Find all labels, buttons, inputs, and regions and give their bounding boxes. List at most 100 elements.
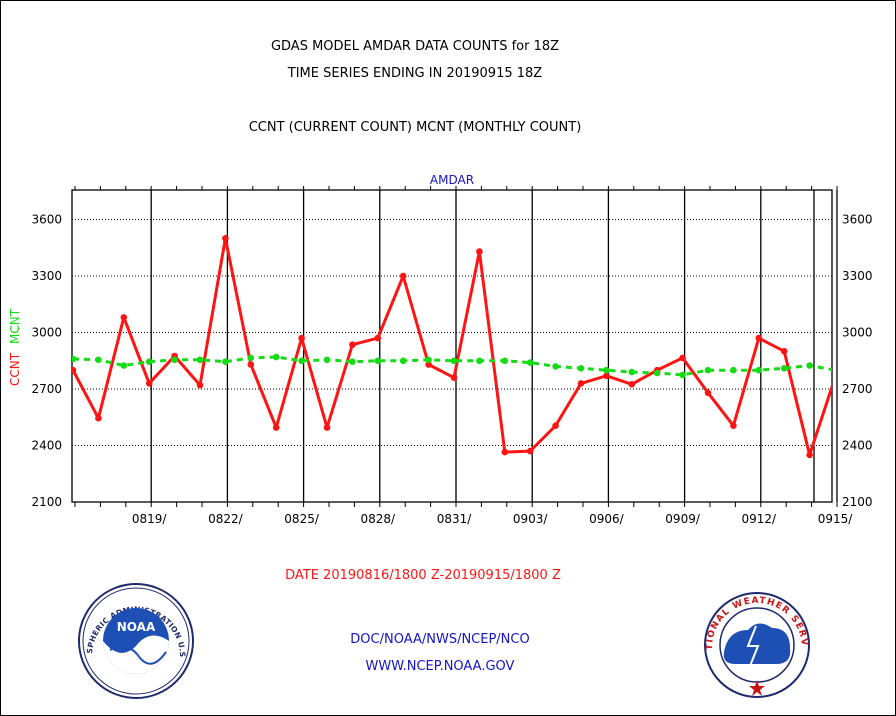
plot-title-amdar: AMDAR — [430, 173, 474, 187]
data-point-ccnt — [628, 381, 636, 388]
data-point-ccnt — [806, 451, 813, 459]
data-point-ccnt — [577, 380, 585, 387]
x-tick-label: 0915/ — [818, 512, 854, 526]
data-point-mcnt — [349, 358, 356, 366]
data-point-ccnt — [552, 422, 559, 430]
data-point-mcnt — [552, 363, 559, 370]
noaa-seal-logo: NATIONAL OCEANIC AND ATMOSPHERIC ADMINIS… — [0, 0, 194, 699]
data-point-mcnt — [196, 356, 204, 364]
data-point-ccnt — [95, 414, 102, 422]
y-axis-label-ccnt: CCNT — [8, 352, 22, 386]
data-point-ccnt — [120, 314, 128, 321]
y-tick-label-left: 3000 — [31, 326, 62, 340]
y-tick-label-right: 3000 — [842, 326, 873, 340]
data-point-ccnt — [272, 424, 280, 431]
data-point-mcnt — [730, 366, 737, 374]
x-tick-label: 0906/ — [589, 512, 625, 526]
y-tick-label-left: 3600 — [31, 213, 62, 227]
plot-frame — [71, 189, 833, 503]
data-point-mcnt — [476, 357, 483, 365]
data-point-mcnt — [628, 368, 636, 376]
data-point-mcnt — [755, 366, 763, 374]
data-point-mcnt — [806, 362, 813, 369]
data-point-mcnt — [399, 357, 407, 365]
data-point-ccnt — [679, 354, 686, 362]
x-tick-label: 0822/ — [208, 512, 244, 526]
data-point-mcnt — [831, 368, 832, 372]
data-point-ccnt — [145, 380, 153, 387]
chart-title-line2: TIME SERIES ENDING IN 20190915 18Z — [287, 66, 543, 81]
x-tick-label: 0912/ — [742, 512, 778, 526]
x-tick-label: 0909/ — [665, 512, 701, 526]
y-tick-label-left: 2400 — [31, 439, 62, 453]
data-point-mcnt — [603, 366, 610, 374]
data-point-ccnt — [247, 361, 255, 368]
data-point-ccnt — [374, 334, 382, 342]
data-point-ccnt — [780, 348, 788, 355]
y-tick-label-right: 3600 — [842, 213, 873, 227]
data-point-ccnt — [501, 448, 509, 456]
data-point-ccnt — [196, 381, 204, 389]
data-point-ccnt — [831, 376, 832, 380]
data-point-mcnt — [450, 357, 458, 365]
data-point-ccnt — [298, 334, 305, 342]
data-point-mcnt — [526, 359, 534, 366]
data-point-ccnt — [72, 366, 77, 374]
series-line-ccnt — [72, 236, 832, 457]
y-axis-label-mcnt: MCNT — [8, 308, 22, 344]
data-point-mcnt — [222, 358, 229, 366]
data-point-ccnt — [526, 447, 534, 455]
x-tick-label: 0819/ — [132, 512, 168, 526]
y-tick-label-right: 3300 — [842, 269, 873, 283]
data-point-mcnt — [374, 357, 382, 365]
x-tick-label: 0903/ — [513, 512, 549, 526]
data-point-ccnt — [323, 424, 331, 431]
x-tick-label: 0831/ — [437, 512, 473, 526]
data-point-ccnt — [399, 272, 407, 280]
data-point-ccnt — [450, 374, 458, 382]
data-point-mcnt — [425, 356, 432, 364]
svg-text:NOAA: NOAA — [117, 620, 156, 634]
y-tick-label-left: 2100 — [31, 495, 62, 509]
data-point-mcnt — [72, 355, 77, 363]
x-tick-label: 0825/ — [284, 512, 320, 526]
chart-title-line1: GDAS MODEL AMDAR DATA COUNTS for 18Z — [270, 39, 560, 54]
data-point-mcnt — [704, 366, 712, 374]
axis-layer: 2100 2100 2400 2400 2700 2700 3000 3000 3300 3300… — [31, 186, 873, 526]
series-layer — [72, 235, 832, 459]
data-point-mcnt — [679, 371, 686, 379]
y-tick-label-right: 2400 — [842, 439, 873, 453]
data-point-ccnt — [704, 389, 712, 397]
data-point-mcnt — [577, 365, 585, 372]
y-tick-label-left: 2700 — [31, 382, 62, 396]
data-point-mcnt — [247, 354, 255, 362]
x-axis-date-range: DATE 20190816/1800 Z-20190915/1800 Z — [285, 568, 561, 583]
data-point-mcnt — [95, 356, 102, 364]
x-tick-label: 0828/ — [361, 512, 397, 526]
data-point-mcnt — [653, 369, 661, 377]
data-point-mcnt — [145, 358, 153, 366]
data-point-mcnt — [120, 362, 128, 369]
data-point-ccnt — [425, 361, 432, 368]
data-point-ccnt — [349, 341, 356, 349]
data-point-mcnt — [298, 357, 305, 365]
grid-layer — [72, 190, 838, 502]
y-tick-label-right: 2700 — [842, 382, 873, 396]
y-tick-label-left: 3300 — [31, 269, 62, 283]
data-point-ccnt — [476, 248, 483, 255]
data-point-mcnt — [501, 357, 509, 365]
footer-org-line: DOC/NOAA/NWS/NCEP/NCO — [350, 632, 530, 647]
data-point-mcnt — [272, 353, 280, 361]
data-point-mcnt — [323, 356, 331, 364]
data-point-ccnt — [222, 235, 229, 242]
svg-text:NATIONAL OCEANIC AND ATMOSPHER: NATIONAL OCEANIC AND ATMOSPHERIC ADMINIS… — [0, 0, 187, 658]
data-point-ccnt — [603, 372, 610, 380]
data-point-mcnt — [171, 356, 178, 364]
data-point-ccnt — [755, 334, 763, 342]
footer-url-link[interactable]: WWW.NCEP.NOAA.GOV — [365, 659, 515, 674]
data-point-mcnt — [780, 365, 788, 372]
y-tick-label-right: 2100 — [842, 495, 873, 509]
data-point-ccnt — [730, 422, 737, 430]
chart-subtitle: CCNT (CURRENT COUNT) MCNT (MONTHLY COUNT… — [248, 120, 582, 135]
